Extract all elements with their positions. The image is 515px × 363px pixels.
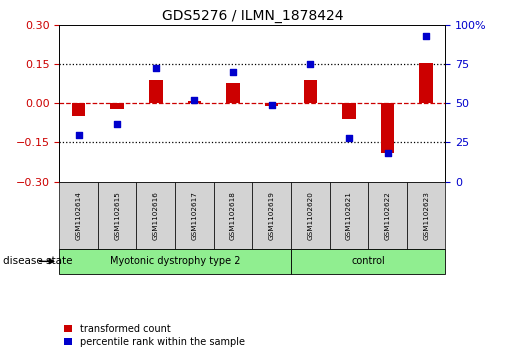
Text: GSM1102623: GSM1102623 xyxy=(423,191,429,240)
Point xyxy=(268,102,276,108)
Text: GSM1102618: GSM1102618 xyxy=(230,191,236,240)
Bar xyxy=(98,182,136,249)
Bar xyxy=(342,103,356,119)
Text: control: control xyxy=(351,256,385,266)
Point xyxy=(422,33,431,39)
Bar xyxy=(330,182,368,249)
Text: GSM1102622: GSM1102622 xyxy=(385,191,390,240)
Point xyxy=(74,132,82,138)
Bar xyxy=(303,80,317,103)
Bar xyxy=(265,103,279,106)
Bar xyxy=(419,63,433,103)
Bar xyxy=(110,103,124,109)
Bar xyxy=(187,101,201,103)
Text: GSM1102617: GSM1102617 xyxy=(192,191,197,240)
Bar xyxy=(72,103,85,117)
Bar xyxy=(291,249,445,274)
Point xyxy=(345,135,353,141)
Point xyxy=(113,121,122,127)
Bar xyxy=(252,182,291,249)
Point xyxy=(229,69,237,75)
Point xyxy=(152,65,160,70)
Text: GSM1102616: GSM1102616 xyxy=(153,191,159,240)
Text: GSM1102615: GSM1102615 xyxy=(114,191,120,240)
Bar xyxy=(407,182,445,249)
Text: GSM1102619: GSM1102619 xyxy=(269,191,274,240)
Bar xyxy=(136,182,175,249)
Bar xyxy=(226,83,240,103)
Point xyxy=(191,97,199,103)
Title: GDS5276 / ILMN_1878424: GDS5276 / ILMN_1878424 xyxy=(162,9,343,23)
Bar xyxy=(214,182,252,249)
Bar xyxy=(368,182,407,249)
Text: GSM1102620: GSM1102620 xyxy=(307,191,313,240)
Point xyxy=(306,61,314,68)
Bar xyxy=(149,80,163,103)
Bar xyxy=(175,182,214,249)
Bar xyxy=(59,182,98,249)
Text: GSM1102614: GSM1102614 xyxy=(76,191,81,240)
Text: GSM1102621: GSM1102621 xyxy=(346,191,352,240)
Bar xyxy=(381,103,394,153)
Text: disease state: disease state xyxy=(3,256,72,266)
Legend: transformed count, percentile rank within the sample: transformed count, percentile rank withi… xyxy=(64,324,245,347)
Text: Myotonic dystrophy type 2: Myotonic dystrophy type 2 xyxy=(110,256,241,266)
Point xyxy=(383,151,392,156)
Bar xyxy=(59,249,291,274)
Bar xyxy=(291,182,330,249)
